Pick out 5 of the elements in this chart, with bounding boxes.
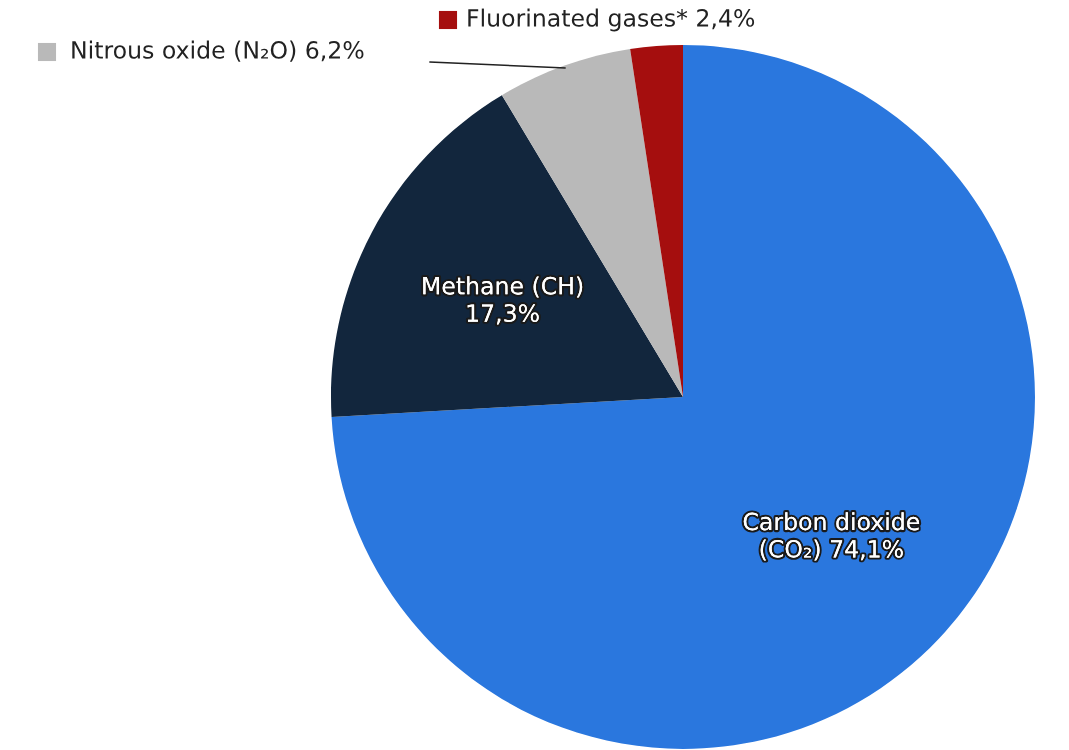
legend-label: Nitrous oxide (N₂O) 6,2%	[72, 40, 364, 62]
slice-label: Carbon dioxide (CO₂) 74,1%	[743, 512, 920, 561]
legend-label: Fluorinated gases* 2,4%	[468, 8, 755, 32]
data-label: 17,3%	[467, 304, 539, 325]
slice-label: Methane (CH)	[423, 276, 583, 298]
